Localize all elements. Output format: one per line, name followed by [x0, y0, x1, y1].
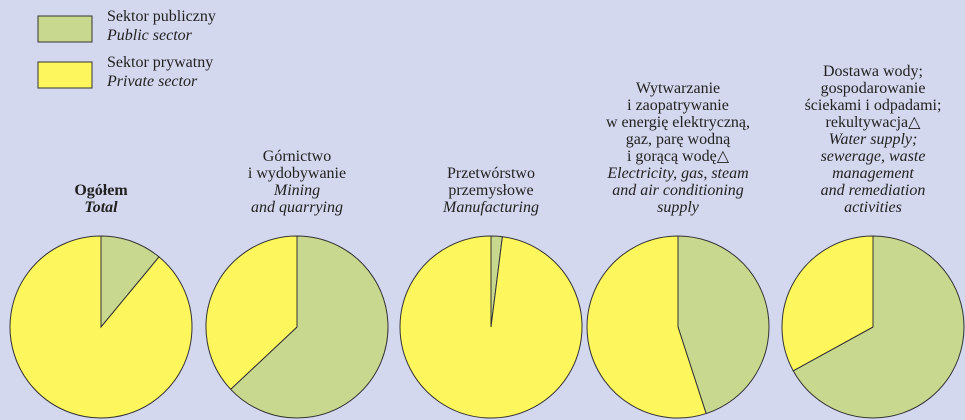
chart-title: rekultywacja△	[826, 114, 922, 131]
chart-title-en: Mining	[273, 182, 320, 199]
chart-title-en: Water supply;	[829, 131, 918, 148]
chart-title: ściekami i odpadami;	[805, 97, 942, 114]
pie-slice	[229, 235, 389, 419]
pie-slice	[9, 235, 193, 419]
chart-title-en: and air conditioning	[612, 182, 744, 199]
chart-title: Wytwarzanie	[636, 80, 720, 97]
legend-label: Sektor prywatny	[107, 54, 213, 71]
pie-slice	[677, 235, 770, 415]
chart-title: i wydobywanie	[248, 165, 346, 182]
pie-slice	[792, 235, 965, 419]
chart-title: gospodarowanie	[821, 80, 926, 97]
chart-title: Przetwórstwo	[447, 165, 535, 182]
chart-title: i zaopatrywanie	[627, 97, 729, 114]
pie-slice	[586, 235, 707, 419]
chart-title: Dostawa wody;	[823, 63, 923, 80]
chart-title-en: management	[832, 165, 914, 182]
chart-title-en: sewerage, waste	[821, 148, 926, 165]
chart-title-en: and remediation	[821, 182, 926, 199]
legend-label: Sektor publiczny	[107, 8, 216, 25]
chart-title: Górnictwo	[263, 148, 331, 165]
legend-label-en: Private sector	[106, 73, 198, 90]
chart-title-en: Electricity, gas, steam	[606, 165, 748, 182]
pie-slice	[399, 235, 583, 419]
chart-title: w energię elektryczną,	[606, 114, 750, 131]
chart-title: i gorącą wodę△	[627, 148, 730, 165]
chart-title: przemysłowe	[448, 182, 533, 199]
legend-swatch	[37, 15, 93, 43]
chart-title: gaz, parę wodną	[626, 131, 731, 148]
chart-title-en: and quarrying	[251, 199, 343, 216]
chart-title-en: Manufacturing	[442, 199, 539, 216]
pie-slice	[781, 235, 874, 372]
chart-title-en: Total	[84, 199, 118, 216]
chart-title-en: activities	[844, 199, 902, 216]
chart-title: Ogółem	[74, 182, 128, 199]
legend-swatch	[37, 61, 93, 89]
chart-title-en: supply	[657, 199, 700, 216]
pie-slice	[205, 235, 298, 391]
legend-label-en: Public sector	[106, 27, 193, 44]
